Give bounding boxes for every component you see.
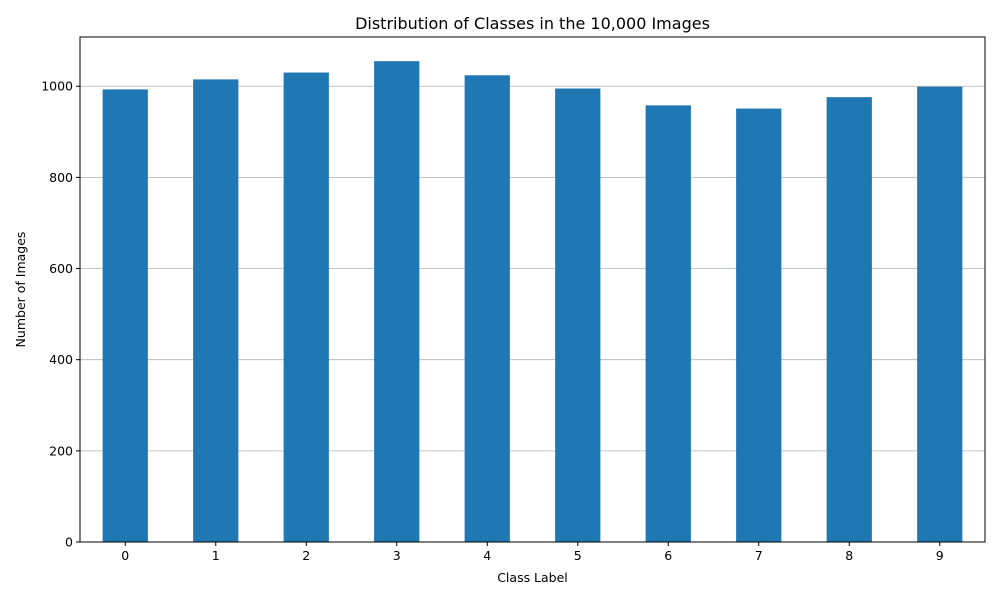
bars: [102, 61, 963, 543]
x-tick-label: 7: [755, 548, 763, 563]
y-tick-label: 200: [49, 443, 73, 458]
x-tick-label: 2: [302, 548, 310, 563]
x-axis-ticks: 0 1 2 3 4 5 6 7 8 9: [121, 542, 944, 563]
bar-class-4: [464, 75, 510, 542]
bar-class-0: [102, 89, 148, 543]
bar-class-6: [645, 105, 691, 542]
bar-class-2: [283, 72, 329, 543]
y-tick-label: 800: [49, 170, 73, 185]
y-tick-label: 1000: [41, 79, 73, 94]
x-tick-label: 3: [393, 548, 401, 563]
x-tick-label: 5: [574, 548, 582, 563]
bar-class-3: [374, 61, 420, 543]
bar-class-5: [555, 88, 601, 542]
bar-class-1: [193, 79, 239, 543]
x-tick-label: 9: [936, 548, 944, 563]
x-tick-label: 4: [483, 548, 491, 563]
x-tick-label: 1: [212, 548, 220, 563]
y-tick-label: 0: [65, 535, 73, 550]
x-tick-label: 8: [845, 548, 853, 563]
y-tick-label: 600: [49, 261, 73, 276]
bar-class-8: [826, 97, 872, 543]
chart-title: Distribution of Classes in the 10,000 Im…: [355, 14, 710, 33]
x-tick-label: 0: [121, 548, 129, 563]
bar-class-7: [736, 108, 782, 543]
x-tick-label: 6: [664, 548, 672, 563]
bar-class-9: [917, 86, 963, 543]
x-axis-label: Class Label: [497, 570, 568, 585]
y-tick-label: 400: [49, 352, 73, 367]
y-axis-label: Number of Images: [13, 232, 28, 348]
y-axis-ticks: 0 200 400 600 800 1000: [41, 79, 80, 550]
plot-frame: [79, 36, 986, 543]
